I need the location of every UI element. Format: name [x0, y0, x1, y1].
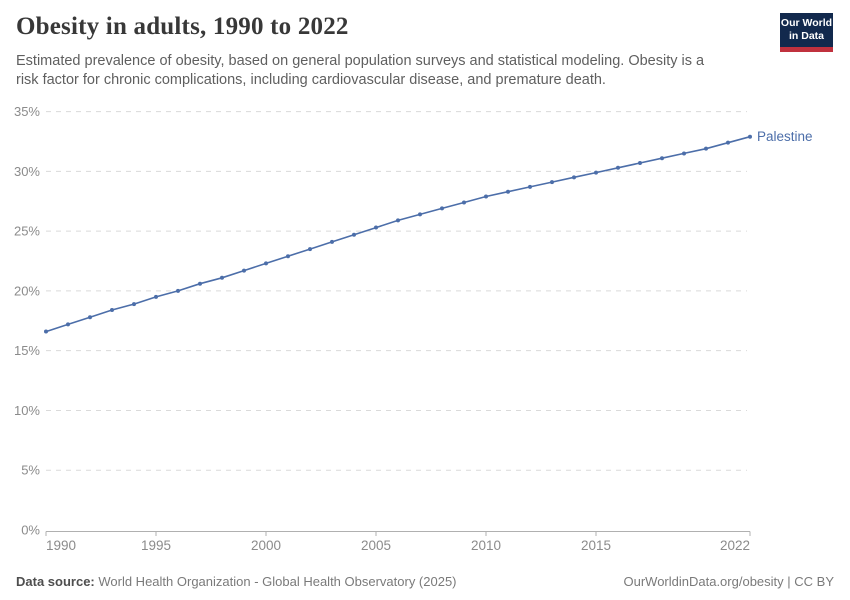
y-axis-label-30: 30% — [14, 164, 40, 179]
data-point-palestine-2017[interactable] — [638, 161, 642, 166]
data-point-palestine-1998[interactable] — [220, 275, 224, 280]
data-point-palestine-1995[interactable] — [154, 294, 158, 299]
data-point-palestine-2008[interactable] — [440, 206, 444, 211]
y-axis-label-5: 5% — [21, 463, 40, 478]
owid-logo-line2: in Data — [788, 30, 824, 42]
owid-logo[interactable]: Our World in Data — [780, 13, 833, 52]
chart-footer: Data source: World Health Organization -… — [16, 574, 834, 589]
data-point-palestine-2009[interactable] — [462, 200, 466, 205]
x-axis-label-2015: 2015 — [581, 538, 611, 553]
footer-separator: | — [783, 574, 795, 589]
data-point-palestine-1992[interactable] — [88, 315, 92, 320]
data-source-note: Data source: World Health Organization -… — [16, 574, 457, 589]
owid-url-link[interactable]: OurWorldinData.org/obesity — [623, 574, 784, 589]
y-axis-label-35: 35% — [14, 104, 40, 119]
x-axis-label-2010: 2010 — [471, 538, 501, 553]
data-point-palestine-2001[interactable] — [286, 254, 290, 259]
series-line-palestine[interactable] — [45, 135, 751, 333]
data-point-palestine-1991[interactable] — [66, 322, 70, 327]
chart-title: Obesity in adults, 1990 to 2022 — [16, 13, 349, 40]
data-point-palestine-2000[interactable] — [264, 261, 268, 266]
chart-subtitle: Estimated prevalence of obesity, based o… — [16, 53, 705, 89]
data-point-palestine-2015[interactable] — [594, 170, 598, 175]
y-axis-label-0: 0% — [21, 523, 40, 538]
data-point-palestine-2016[interactable] — [616, 165, 620, 170]
data-point-palestine-2004[interactable] — [352, 232, 356, 237]
license-badge: CC BY — [794, 574, 834, 589]
data-point-palestine-1997[interactable] — [198, 281, 202, 286]
data-point-palestine-2020[interactable] — [704, 146, 708, 151]
data-point-palestine-2011[interactable] — [506, 189, 510, 194]
owid-logo-line1: Our World — [780, 16, 833, 29]
data-point-palestine-2012[interactable] — [528, 184, 532, 189]
data-point-palestine-2021[interactable] — [726, 140, 730, 145]
data-point-palestine-1994[interactable] — [132, 302, 136, 307]
data-point-palestine-2019[interactable] — [682, 151, 686, 156]
x-axis-label-2000: 2000 — [251, 538, 281, 553]
data-source-text: World Health Organization - Global Healt… — [94, 574, 457, 589]
data-point-palestine-2006[interactable] — [396, 218, 400, 223]
data-point-palestine-2014[interactable] — [572, 175, 576, 180]
data-source-label: Data source: — [16, 574, 95, 589]
data-point-palestine-2022[interactable] — [748, 134, 752, 139]
data-point-palestine-1990[interactable] — [44, 329, 48, 334]
data-point-palestine-1999[interactable] — [242, 268, 246, 273]
data-point-palestine-2002[interactable] — [308, 247, 312, 252]
y-axis-label-25: 25% — [14, 224, 40, 239]
y-axis-label-10: 10% — [14, 403, 40, 418]
y-axis-label-15: 15% — [14, 343, 40, 358]
x-axis-label-1990: 1990 — [46, 538, 76, 553]
series-label-palestine[interactable]: Palestine — [757, 129, 813, 144]
data-point-palestine-2013[interactable] — [550, 180, 554, 185]
data-point-palestine-2018[interactable] — [660, 156, 664, 161]
data-point-palestine-2005[interactable] — [374, 225, 378, 230]
data-point-palestine-1996[interactable] — [176, 288, 180, 293]
data-point-palestine-2010[interactable] — [484, 194, 488, 199]
data-point-palestine-2003[interactable] — [330, 239, 334, 244]
x-axis-label-2022: 2022 — [720, 538, 750, 553]
x-axis-label-2005: 2005 — [361, 538, 391, 553]
x-axis-label-1995: 1995 — [141, 538, 171, 553]
y-axis-label-20: 20% — [14, 283, 40, 298]
data-point-palestine-2007[interactable] — [418, 212, 422, 217]
data-point-palestine-1993[interactable] — [110, 308, 114, 313]
footer-right: OurWorldinData.org/obesity | CC BY — [623, 574, 834, 589]
